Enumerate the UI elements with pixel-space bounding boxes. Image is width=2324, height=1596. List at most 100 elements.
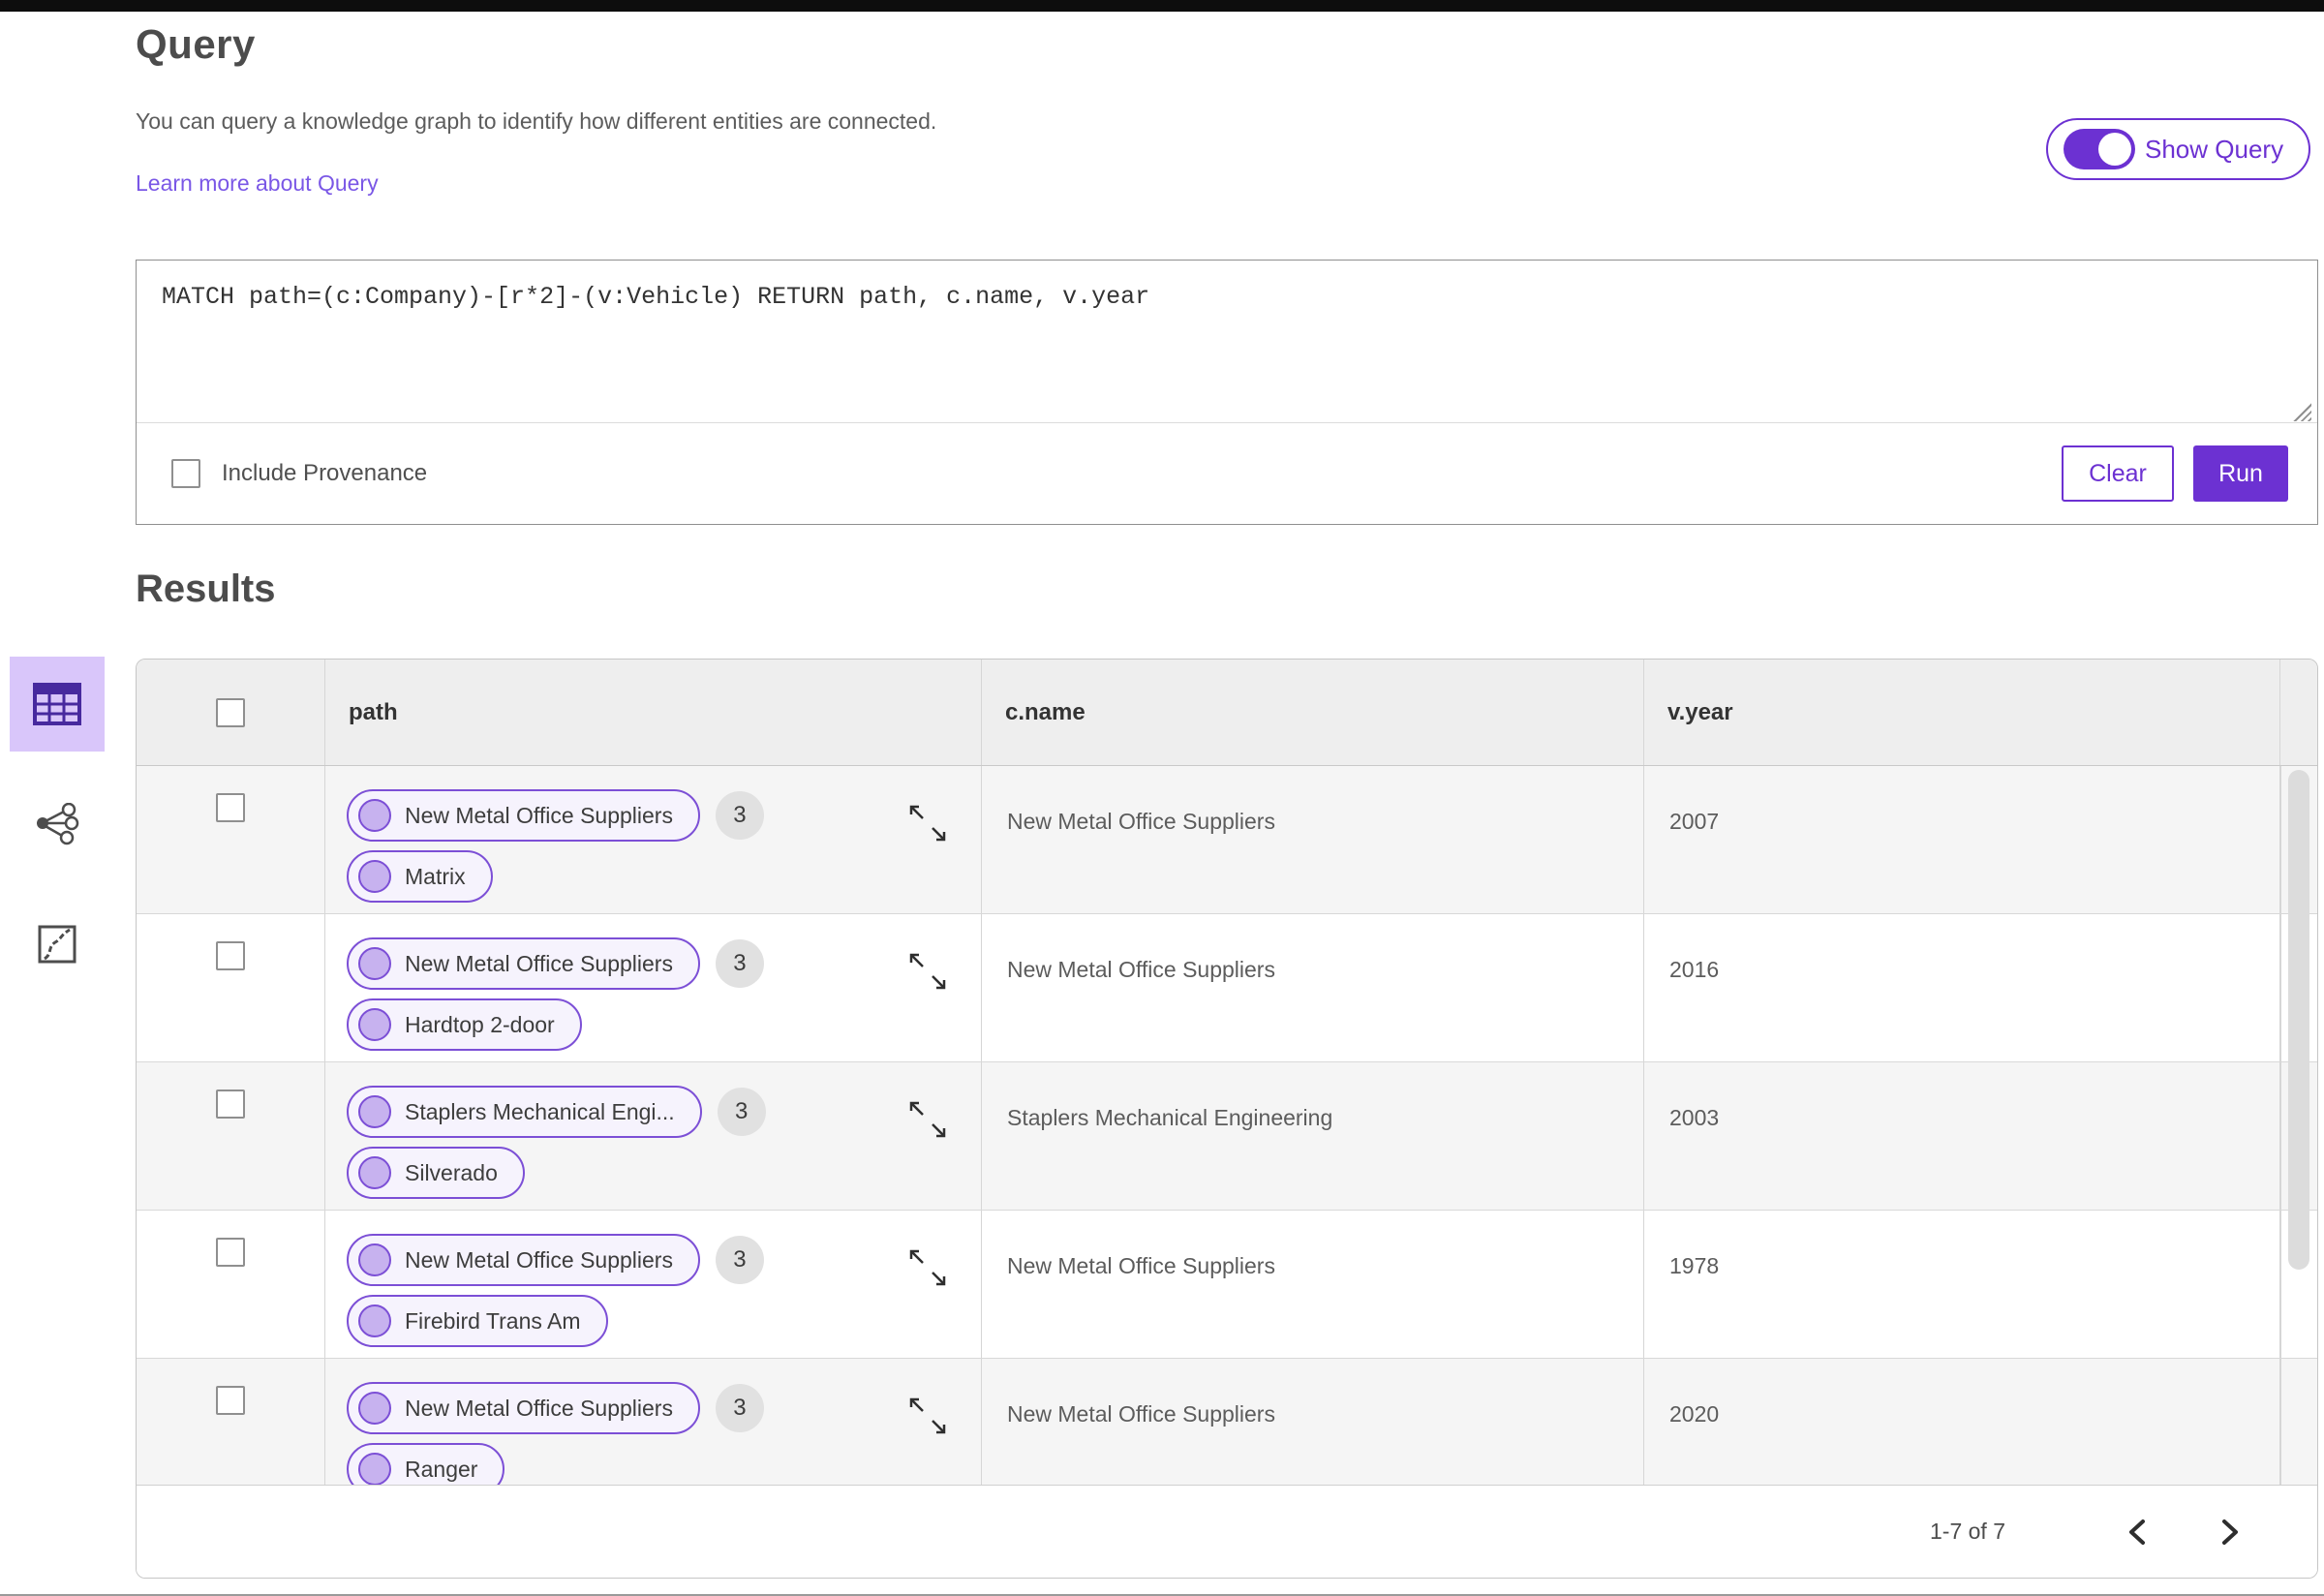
chart-view-button[interactable] xyxy=(10,897,105,992)
node-label: Ranger xyxy=(405,1456,478,1482)
chevron-left-icon xyxy=(2129,1519,2145,1545)
column-header-v-year: v.year xyxy=(1644,660,2280,765)
table-footer: 1-7 of 7 xyxy=(137,1485,2317,1578)
table-row: New Metal Office Suppliers 3 Ranger New Met… xyxy=(137,1359,2317,1485)
c-name-cell: Staplers Mechanical Engineering xyxy=(982,1062,1644,1210)
vertical-scrollbar[interactable] xyxy=(2288,770,2309,1270)
node-label: Matrix xyxy=(405,863,466,889)
expand-path-icon[interactable] xyxy=(907,1099,948,1140)
row-select-cell xyxy=(137,914,325,1061)
c-name-cell: New Metal Office Suppliers xyxy=(982,1211,1644,1358)
row-checkbox[interactable] xyxy=(216,1238,245,1267)
page-title: Query xyxy=(136,21,256,67)
path-count-badge: 3 xyxy=(715,1384,764,1432)
table-row: New Metal Office Suppliers 3 Hardtop 2-doo… xyxy=(137,914,2317,1062)
expand-path-icon[interactable] xyxy=(907,803,948,844)
table-body: New Metal Office Suppliers 3 Matrix New Met… xyxy=(137,766,2317,1485)
next-page-button[interactable] xyxy=(2201,1503,2259,1561)
v-year-cell: 2016 xyxy=(1644,914,2280,1061)
path-end-node-pill[interactable]: Silverado xyxy=(347,1147,525,1199)
node-dot-icon xyxy=(358,1304,391,1337)
row-gutter xyxy=(2280,1062,2317,1210)
v-year-cell: 2007 xyxy=(1644,766,2280,913)
query-editor[interactable]: MATCH path=(c:Company)-[r*2]-(v:Vehicle)… xyxy=(137,261,2317,423)
path-cell: Staplers Mechanical Engi... 3 Silverado xyxy=(325,1062,982,1210)
path-start-node-pill[interactable]: New Metal Office Suppliers xyxy=(347,1382,700,1434)
results-title: Results xyxy=(136,568,276,610)
table-header-row: path c.name v.year xyxy=(137,660,2317,766)
row-gutter xyxy=(2280,766,2317,913)
toggle-on-icon[interactable] xyxy=(2064,129,2135,169)
route-map-icon xyxy=(38,925,76,964)
node-label: Hardtop 2-door xyxy=(405,1011,555,1037)
path-cell: New Metal Office Suppliers 3 Matrix xyxy=(325,766,982,913)
row-gutter xyxy=(2280,914,2317,1061)
row-checkbox[interactable] xyxy=(216,941,245,970)
column-header-c-name: c.name xyxy=(982,660,1644,765)
c-name-cell: New Metal Office Suppliers xyxy=(982,1359,1644,1485)
row-checkbox[interactable] xyxy=(216,1386,245,1415)
v-year-cell: 1978 xyxy=(1644,1211,2280,1358)
path-count-badge: 3 xyxy=(717,1088,766,1136)
node-label: New Metal Office Suppliers xyxy=(405,1246,673,1273)
row-select-cell xyxy=(137,1359,325,1485)
column-header-path: path xyxy=(325,660,982,765)
chevron-right-icon xyxy=(2222,1519,2238,1545)
expand-path-icon[interactable] xyxy=(907,951,948,992)
path-start-node-pill[interactable]: New Metal Office Suppliers xyxy=(347,1234,700,1286)
path-start-node-pill[interactable]: New Metal Office Suppliers xyxy=(347,789,700,842)
path-start-node-pill[interactable]: New Metal Office Suppliers xyxy=(347,937,700,990)
path-end-node-pill[interactable]: Matrix xyxy=(347,850,493,903)
select-all-checkbox[interactable] xyxy=(216,697,245,727)
graph-nodes-icon xyxy=(37,803,79,845)
row-gutter xyxy=(2280,1359,2317,1485)
run-button[interactable]: Run xyxy=(2193,445,2288,502)
graph-view-button[interactable] xyxy=(10,777,105,872)
node-dot-icon xyxy=(358,1008,391,1041)
node-dot-icon xyxy=(358,1095,391,1128)
node-label: Firebird Trans Am xyxy=(405,1307,581,1334)
query-panel-footer: Include Provenance Clear Run xyxy=(137,423,2317,524)
node-label: New Metal Office Suppliers xyxy=(405,1395,673,1421)
path-count-badge: 3 xyxy=(715,939,764,988)
table-row: New Metal Office Suppliers 3 Firebird Tran… xyxy=(137,1211,2317,1359)
previous-page-button[interactable] xyxy=(2108,1503,2166,1561)
path-cell: New Metal Office Suppliers 3 Hardtop 2-doo… xyxy=(325,914,982,1061)
path-start-node-pill[interactable]: Staplers Mechanical Engi... xyxy=(347,1086,702,1138)
clear-button[interactable]: Clear xyxy=(2062,445,2174,502)
show-query-toggle[interactable]: Show Query xyxy=(2046,118,2311,180)
show-query-label: Show Query xyxy=(2145,134,2284,164)
node-dot-icon xyxy=(358,1156,391,1189)
node-dot-icon xyxy=(358,1392,391,1425)
node-label: Staplers Mechanical Engi... xyxy=(405,1098,675,1124)
path-end-node-pill[interactable]: Firebird Trans Am xyxy=(347,1295,608,1347)
page-description: You can query a knowledge graph to ident… xyxy=(136,108,937,134)
path-end-node-pill[interactable]: Hardtop 2-door xyxy=(347,998,582,1051)
path-end-node-pill[interactable]: Ranger xyxy=(347,1443,505,1485)
include-provenance-label: Include Provenance xyxy=(222,460,428,486)
node-dot-icon xyxy=(358,799,391,832)
query-panel: MATCH path=(c:Company)-[r*2]-(v:Vehicle)… xyxy=(136,260,2318,525)
expand-path-icon[interactable] xyxy=(907,1247,948,1288)
v-year-cell: 2003 xyxy=(1644,1062,2280,1210)
v-year-cell: 2020 xyxy=(1644,1359,2280,1485)
row-checkbox[interactable] xyxy=(216,793,245,822)
row-gutter xyxy=(2280,1211,2317,1358)
node-dot-icon xyxy=(358,860,391,893)
table-row: New Metal Office Suppliers 3 Matrix New Met… xyxy=(137,766,2317,914)
results-view-switcher xyxy=(10,657,105,992)
table-view-button[interactable] xyxy=(10,657,105,752)
table-row: Staplers Mechanical Engi... 3 Silverado Sta… xyxy=(137,1062,2317,1211)
path-cell: New Metal Office Suppliers 3 Firebird Tran… xyxy=(325,1211,982,1358)
c-name-cell: New Metal Office Suppliers xyxy=(982,766,1644,913)
row-select-cell xyxy=(137,1211,325,1358)
learn-more-link[interactable]: Learn more about Query xyxy=(136,170,379,196)
node-dot-icon xyxy=(358,1243,391,1276)
table-icon xyxy=(33,683,81,725)
row-checkbox[interactable] xyxy=(216,1090,245,1119)
results-table: path c.name v.year New Metal Office Suppli… xyxy=(136,659,2318,1579)
include-provenance-checkbox[interactable] xyxy=(171,459,200,488)
expand-path-icon[interactable] xyxy=(907,1396,948,1436)
node-label: Silverado xyxy=(405,1159,498,1185)
node-dot-icon xyxy=(358,1453,391,1485)
